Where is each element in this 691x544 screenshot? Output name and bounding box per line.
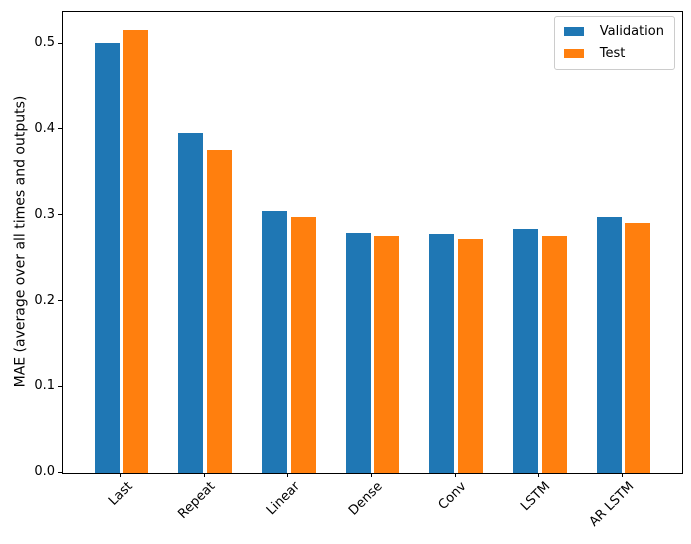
bar-test-linear	[290, 217, 316, 473]
x-tick-mark	[538, 473, 540, 477]
test-swatch	[563, 49, 584, 58]
legend-item-test: Test	[563, 46, 664, 61]
y-tick-label: 0.1	[34, 378, 55, 394]
y-axis-label: MAE (average over all times and outputs)	[12, 95, 29, 388]
plot-area: Validation Test	[62, 11, 683, 474]
y-tick-label: 0.3	[34, 206, 55, 222]
x-tick-mark	[371, 473, 372, 477]
bar-validation-linear	[262, 211, 288, 473]
bar-test-lstm	[541, 236, 567, 473]
bar-test-last	[123, 30, 149, 473]
y-tick-label: 0.5	[34, 35, 55, 51]
bar-test-ar-lstm	[625, 223, 651, 473]
x-tick-mark	[287, 473, 289, 477]
x-tick-label-last: Last	[105, 479, 136, 509]
x-tick-label-dense: Dense	[346, 479, 387, 519]
legend-item-validation: Validation	[563, 24, 664, 39]
x-tick-mark	[203, 473, 205, 477]
y-tick-mark	[58, 300, 62, 301]
bar-validation-dense	[345, 232, 371, 473]
bar-validation-conv	[429, 233, 455, 473]
bar-validation-lstm	[513, 228, 539, 473]
y-tick-label: 0.0	[34, 464, 55, 479]
y-tick-mark	[58, 128, 62, 130]
legend-label-validation: Validation	[599, 24, 664, 39]
y-tick-mark	[58, 214, 62, 216]
x-tick-label-lstm: LSTM	[518, 479, 554, 515]
y-tick-label: 0.4	[34, 120, 55, 136]
x-tick-label-conv: Conv	[435, 479, 470, 513]
x-tick-label-ar-lstm: AR LSTM	[586, 479, 638, 530]
y-tick-mark	[58, 42, 62, 44]
x-tick-label-linear: Linear	[263, 479, 303, 519]
bar-test-dense	[374, 236, 400, 473]
x-tick-label-repeat: Repeat	[175, 479, 219, 522]
y-tick-mark	[58, 471, 62, 473]
x-tick-mark	[454, 473, 456, 477]
x-tick-mark	[621, 473, 623, 477]
legend: Validation Test	[553, 16, 675, 70]
bar-validation-ar-lstm	[596, 217, 622, 473]
validation-swatch	[563, 27, 584, 36]
y-tick-label: 0.2	[34, 292, 55, 308]
x-tick-mark	[120, 473, 122, 477]
y-tick-mark	[58, 385, 62, 387]
bar-test-repeat	[206, 149, 232, 473]
bar-test-conv	[457, 238, 483, 473]
legend-label-test: Test	[599, 46, 626, 61]
bar-validation-repeat	[178, 133, 204, 473]
bar-validation-last	[94, 43, 120, 473]
